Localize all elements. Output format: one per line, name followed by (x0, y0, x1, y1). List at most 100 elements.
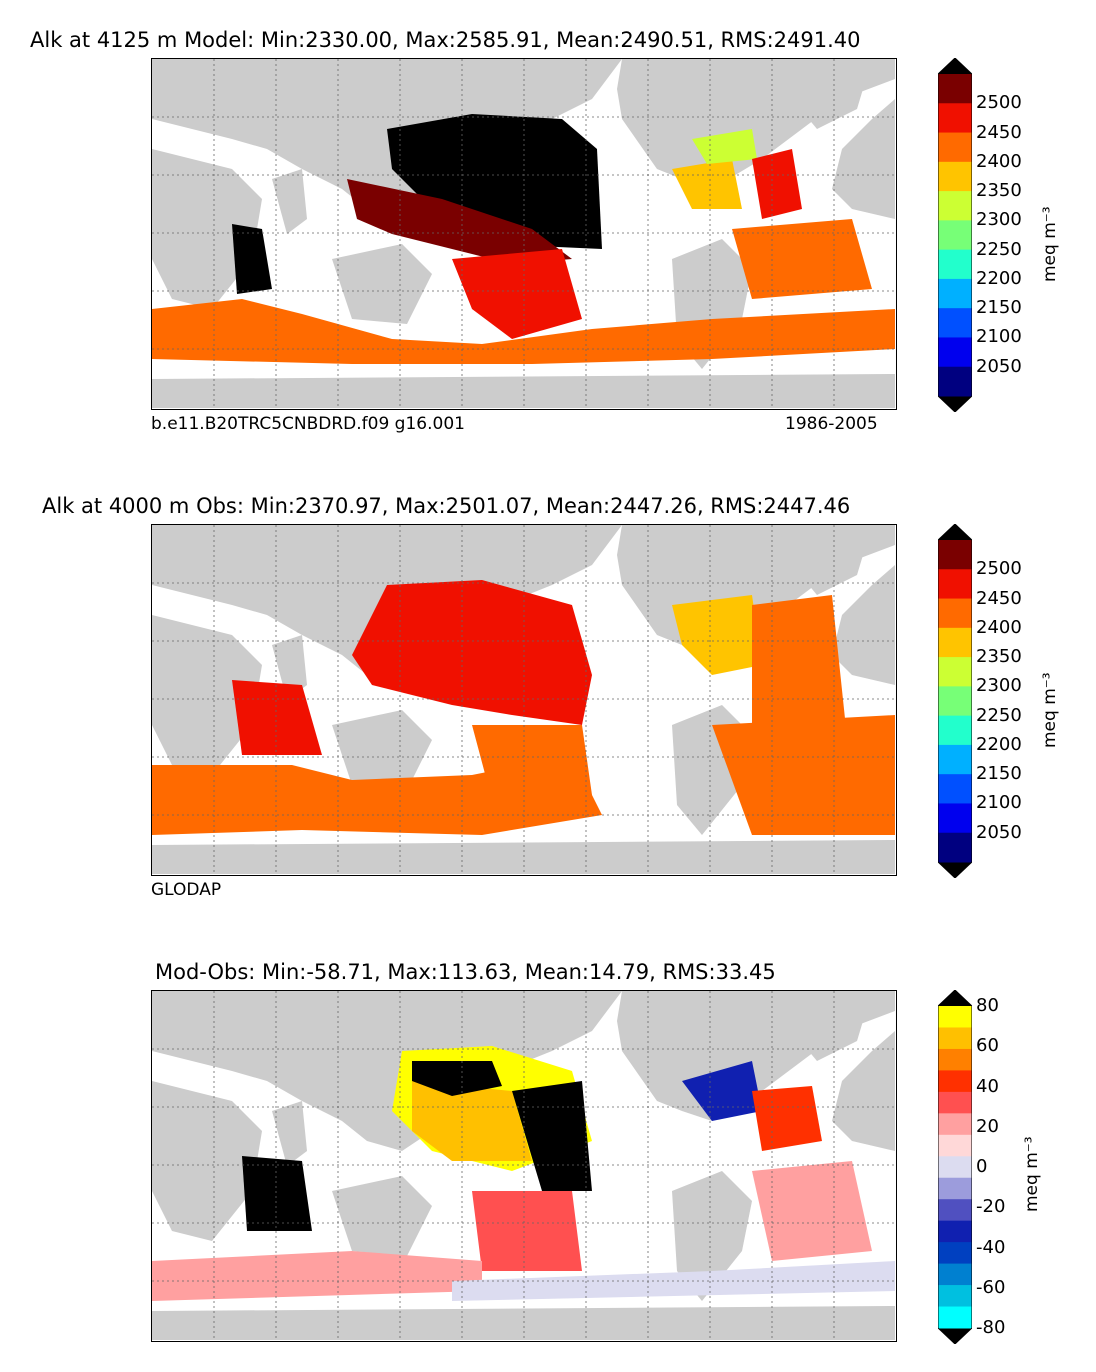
panel1-fields (152, 114, 895, 364)
panel1-grid (152, 59, 895, 408)
colorbar-segment (938, 1220, 972, 1243)
panel1-map (151, 58, 897, 410)
field-pacific-orange (412, 1081, 532, 1161)
land-africa (152, 615, 262, 775)
land-asia (152, 991, 622, 1151)
field-south-atlantic (712, 715, 895, 835)
land-south-america (672, 1171, 752, 1301)
panel3-colorbar: 80 60 40 20 0 -20 -40 -60 -80 (937, 989, 1005, 1345)
panel2-map-svg (152, 525, 895, 874)
colorbar-segment (938, 103, 972, 134)
colorbar-tick-label: 2150 (976, 763, 1022, 785)
colorbar-segment (938, 1199, 972, 1222)
colorbar-tick-label: -40 (976, 1236, 1006, 1258)
land-india (272, 1101, 307, 1166)
colorbar-tick-label: 80 (976, 995, 999, 1016)
colorbar-svg (937, 989, 973, 1345)
colorbar-tick-label: 2150 (976, 297, 1022, 319)
field-atlantic-blue (682, 1061, 762, 1121)
colorbar-segment (938, 161, 972, 192)
colorbar-segment (938, 686, 972, 717)
colorbar-segment (938, 1263, 972, 1286)
colorbar-tick-label: 40 (976, 1075, 999, 1097)
field-indian-black (242, 1156, 312, 1231)
colorbar-tick-label: 2050 (976, 355, 1022, 377)
colorbar-tick-label: 2350 (976, 180, 1022, 202)
panel2-colorbar-units: meq m⁻³ (1040, 672, 1060, 748)
colorbar-segment (938, 1091, 972, 1114)
panel1-title: Alk at 4125 m Model: Min:2330.00, Max:25… (30, 28, 861, 52)
panel3-map-svg (152, 991, 895, 1340)
colorbar-under-arrow (938, 396, 972, 412)
land-australia (332, 710, 432, 790)
land-greenland (772, 525, 872, 595)
colorbar-segment (938, 627, 972, 658)
field-atlantic-yellow (672, 595, 762, 675)
panel3-map (151, 990, 897, 1342)
field-atlantic-yellow (672, 159, 742, 209)
field-south-ocean-pink (152, 1251, 482, 1301)
panel2-left-caption: GLODAP (151, 880, 222, 900)
colorbar-under-arrow (938, 1328, 972, 1344)
colorbar-segment (938, 569, 972, 600)
field-atlantic-red (752, 149, 802, 219)
colorbar-over-arrow (938, 990, 972, 1006)
colorbar-tick-label: 2450 (976, 587, 1022, 609)
panel3-fields (152, 1046, 895, 1301)
land-greenland (772, 59, 872, 129)
colorbar-svg (937, 523, 973, 879)
land-australia (332, 244, 432, 324)
colorbar-segment (938, 1027, 972, 1050)
panel1-land (152, 59, 895, 408)
colorbar-tick-label: 2050 (976, 821, 1022, 843)
field-north-pacific-black (412, 1061, 502, 1096)
colorbar-under-arrow (938, 862, 972, 878)
colorbar-segment (938, 1177, 972, 1200)
land-europe (832, 99, 895, 219)
colorbar-tick-label: 2200 (976, 267, 1022, 289)
land-africa (152, 149, 262, 309)
panel2-map (151, 524, 897, 876)
colorbar-segment (938, 540, 972, 570)
field-south-ocean-band (152, 299, 895, 364)
panel3-colorbar-units: meq m⁻³ (1022, 1136, 1042, 1212)
panel1-colorbar: 2500 2450 2400 2350 2300 2250 2200 2150 2100 2050 (937, 57, 1022, 413)
field-south-pacific-red (472, 1191, 582, 1271)
field-atlantic-green (692, 129, 757, 164)
colorbar-segment (938, 74, 972, 104)
colorbar-tick-label: 2350 (976, 646, 1022, 668)
land-antarctica (152, 840, 895, 874)
field-south-atlantic-pink (752, 1161, 872, 1261)
panel2-title: Alk at 4000 m Obs: Min:2370.97, Max:2501… (42, 494, 851, 518)
colorbar-tick-label: 20 (976, 1115, 999, 1137)
panel2-colorbar: 2500 2450 2400 2350 2300 2250 2200 2150 2100 2050 (937, 523, 1022, 879)
land-africa (152, 1081, 262, 1241)
panel2-fields (152, 580, 895, 835)
colorbar-segment (938, 598, 972, 629)
colorbar-tick-label: 2450 (976, 121, 1022, 143)
field-south-atlantic (732, 219, 872, 299)
colorbar-tick-label: -20 (976, 1196, 1006, 1218)
land-india (272, 169, 307, 234)
colorbar-over-arrow (938, 58, 972, 74)
colorbar-segment (938, 191, 972, 221)
colorbar-tick-label: 2100 (976, 326, 1022, 348)
colorbar-segment (938, 337, 972, 368)
colorbar-segment (938, 1134, 972, 1157)
colorbar-tick-label: 2400 (976, 616, 1022, 638)
panel3-grid (152, 991, 895, 1340)
colorbar-svg (937, 57, 973, 413)
colorbar-segment (938, 1006, 972, 1028)
field-indian-ocean (232, 224, 272, 294)
colorbar-tick-label: -80 (976, 1317, 1006, 1338)
colorbar-segment (938, 774, 972, 804)
field-north-pacific (387, 114, 602, 249)
colorbar-tick-label: 2250 (976, 704, 1022, 726)
colorbar-tick-label: 2250 (976, 238, 1022, 260)
colorbar-segment (938, 1306, 972, 1329)
colorbar-over-arrow (938, 524, 972, 540)
colorbar-segment (938, 1156, 972, 1179)
field-south-pacific (472, 725, 592, 800)
colorbar-tick-label: 2300 (976, 209, 1022, 231)
panel3-title: Mod-Obs: Min:-58.71, Max:113.63, Mean:14… (155, 960, 776, 984)
